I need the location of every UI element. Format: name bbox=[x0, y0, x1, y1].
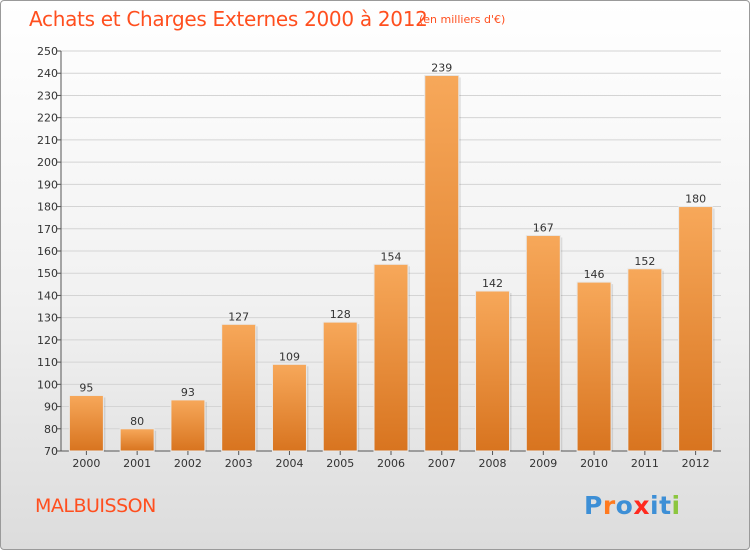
data-label: 95 bbox=[79, 381, 93, 394]
y-tick-label: 200 bbox=[37, 156, 58, 169]
x-tick-label: 2009 bbox=[529, 457, 557, 470]
y-tick-label: 230 bbox=[37, 89, 58, 102]
y-tick-label: 250 bbox=[37, 45, 58, 58]
data-label: 167 bbox=[533, 221, 554, 234]
data-labels: 95 80 93 127 109 128 154 239 142 167 146 152 180 bbox=[79, 61, 706, 427]
bar bbox=[271, 363, 307, 452]
bar bbox=[170, 399, 206, 452]
bar bbox=[424, 74, 460, 452]
y-tick-label: 210 bbox=[37, 134, 58, 147]
bar bbox=[576, 281, 612, 452]
logo-letter: P bbox=[584, 491, 603, 520]
data-label: 142 bbox=[482, 277, 503, 290]
data-label: 128 bbox=[330, 308, 351, 321]
bar bbox=[525, 234, 561, 452]
x-tick-label: 2003 bbox=[225, 457, 253, 470]
x-tick-label: 2001 bbox=[123, 457, 151, 470]
x-tick-label: 2008 bbox=[479, 457, 507, 470]
x-tick-label: 2011 bbox=[631, 457, 659, 470]
x-tick-label: 2007 bbox=[428, 457, 456, 470]
y-tick-label: 190 bbox=[37, 178, 58, 191]
y-tick-label: 140 bbox=[37, 289, 58, 302]
bar bbox=[627, 268, 663, 452]
x-tick-label: 2002 bbox=[174, 457, 202, 470]
bar bbox=[322, 321, 358, 452]
x-tick-label: 2010 bbox=[580, 457, 608, 470]
y-tick-label: 90 bbox=[44, 401, 58, 414]
logo-letter: o bbox=[615, 491, 634, 520]
x-tick-label: 2005 bbox=[326, 457, 354, 470]
y-tick-label: 100 bbox=[37, 378, 58, 391]
y-tick-label: 170 bbox=[37, 223, 58, 236]
y-tick-label: 150 bbox=[37, 267, 58, 280]
x-tick-label: 2012 bbox=[682, 457, 710, 470]
x-tick-label: 2000 bbox=[72, 457, 100, 470]
logo-letter: x bbox=[633, 491, 650, 520]
bars bbox=[68, 74, 715, 452]
data-label: 109 bbox=[279, 350, 300, 363]
bar bbox=[475, 290, 511, 452]
commune-name: MALBUISSON bbox=[35, 495, 156, 517]
chart-subtitle: (en milliers d'€) bbox=[419, 13, 506, 26]
y-tick-label: 220 bbox=[37, 112, 58, 125]
y-tick-label: 120 bbox=[37, 334, 58, 347]
y-tick-label: 130 bbox=[37, 312, 58, 325]
y-tick-labels: 70 80 90 100 110 120 130 140 150 160 170 180 190 200 2… bbox=[37, 45, 58, 458]
bar bbox=[68, 394, 104, 452]
x-tick-labels: 2000 2001 2002 2003 2004 2005 2006 2007 2008 2009… bbox=[72, 451, 710, 470]
x-tick-label: 2004 bbox=[275, 457, 303, 470]
chart-title: Achats et Charges Externes 2000 à 2012 bbox=[29, 7, 428, 31]
bar bbox=[221, 323, 257, 452]
data-label: 154 bbox=[381, 250, 402, 263]
y-tick-label: 70 bbox=[44, 445, 58, 458]
logo-letter: i bbox=[650, 491, 660, 520]
data-label: 152 bbox=[634, 255, 655, 268]
data-label: 239 bbox=[431, 61, 452, 74]
bar bbox=[678, 206, 714, 452]
data-label: 127 bbox=[228, 310, 249, 323]
logo-letter: t bbox=[659, 491, 672, 520]
data-label: 146 bbox=[584, 268, 605, 281]
y-tick-label: 80 bbox=[44, 423, 58, 436]
y-tick-label: 160 bbox=[37, 245, 58, 258]
bar bbox=[373, 263, 409, 452]
y-tick-label: 110 bbox=[37, 356, 58, 369]
logo-letter: r bbox=[602, 491, 616, 520]
logo-letter: i bbox=[671, 491, 681, 520]
proxiti-logo[interactable]: Proxiti bbox=[584, 491, 681, 520]
bar bbox=[119, 428, 155, 452]
data-label: 80 bbox=[130, 415, 144, 428]
y-tick-label: 180 bbox=[37, 201, 58, 214]
y-tick-label: 240 bbox=[37, 67, 58, 80]
data-label: 93 bbox=[181, 386, 195, 399]
x-tick-label: 2006 bbox=[377, 457, 405, 470]
data-label: 180 bbox=[685, 193, 706, 206]
